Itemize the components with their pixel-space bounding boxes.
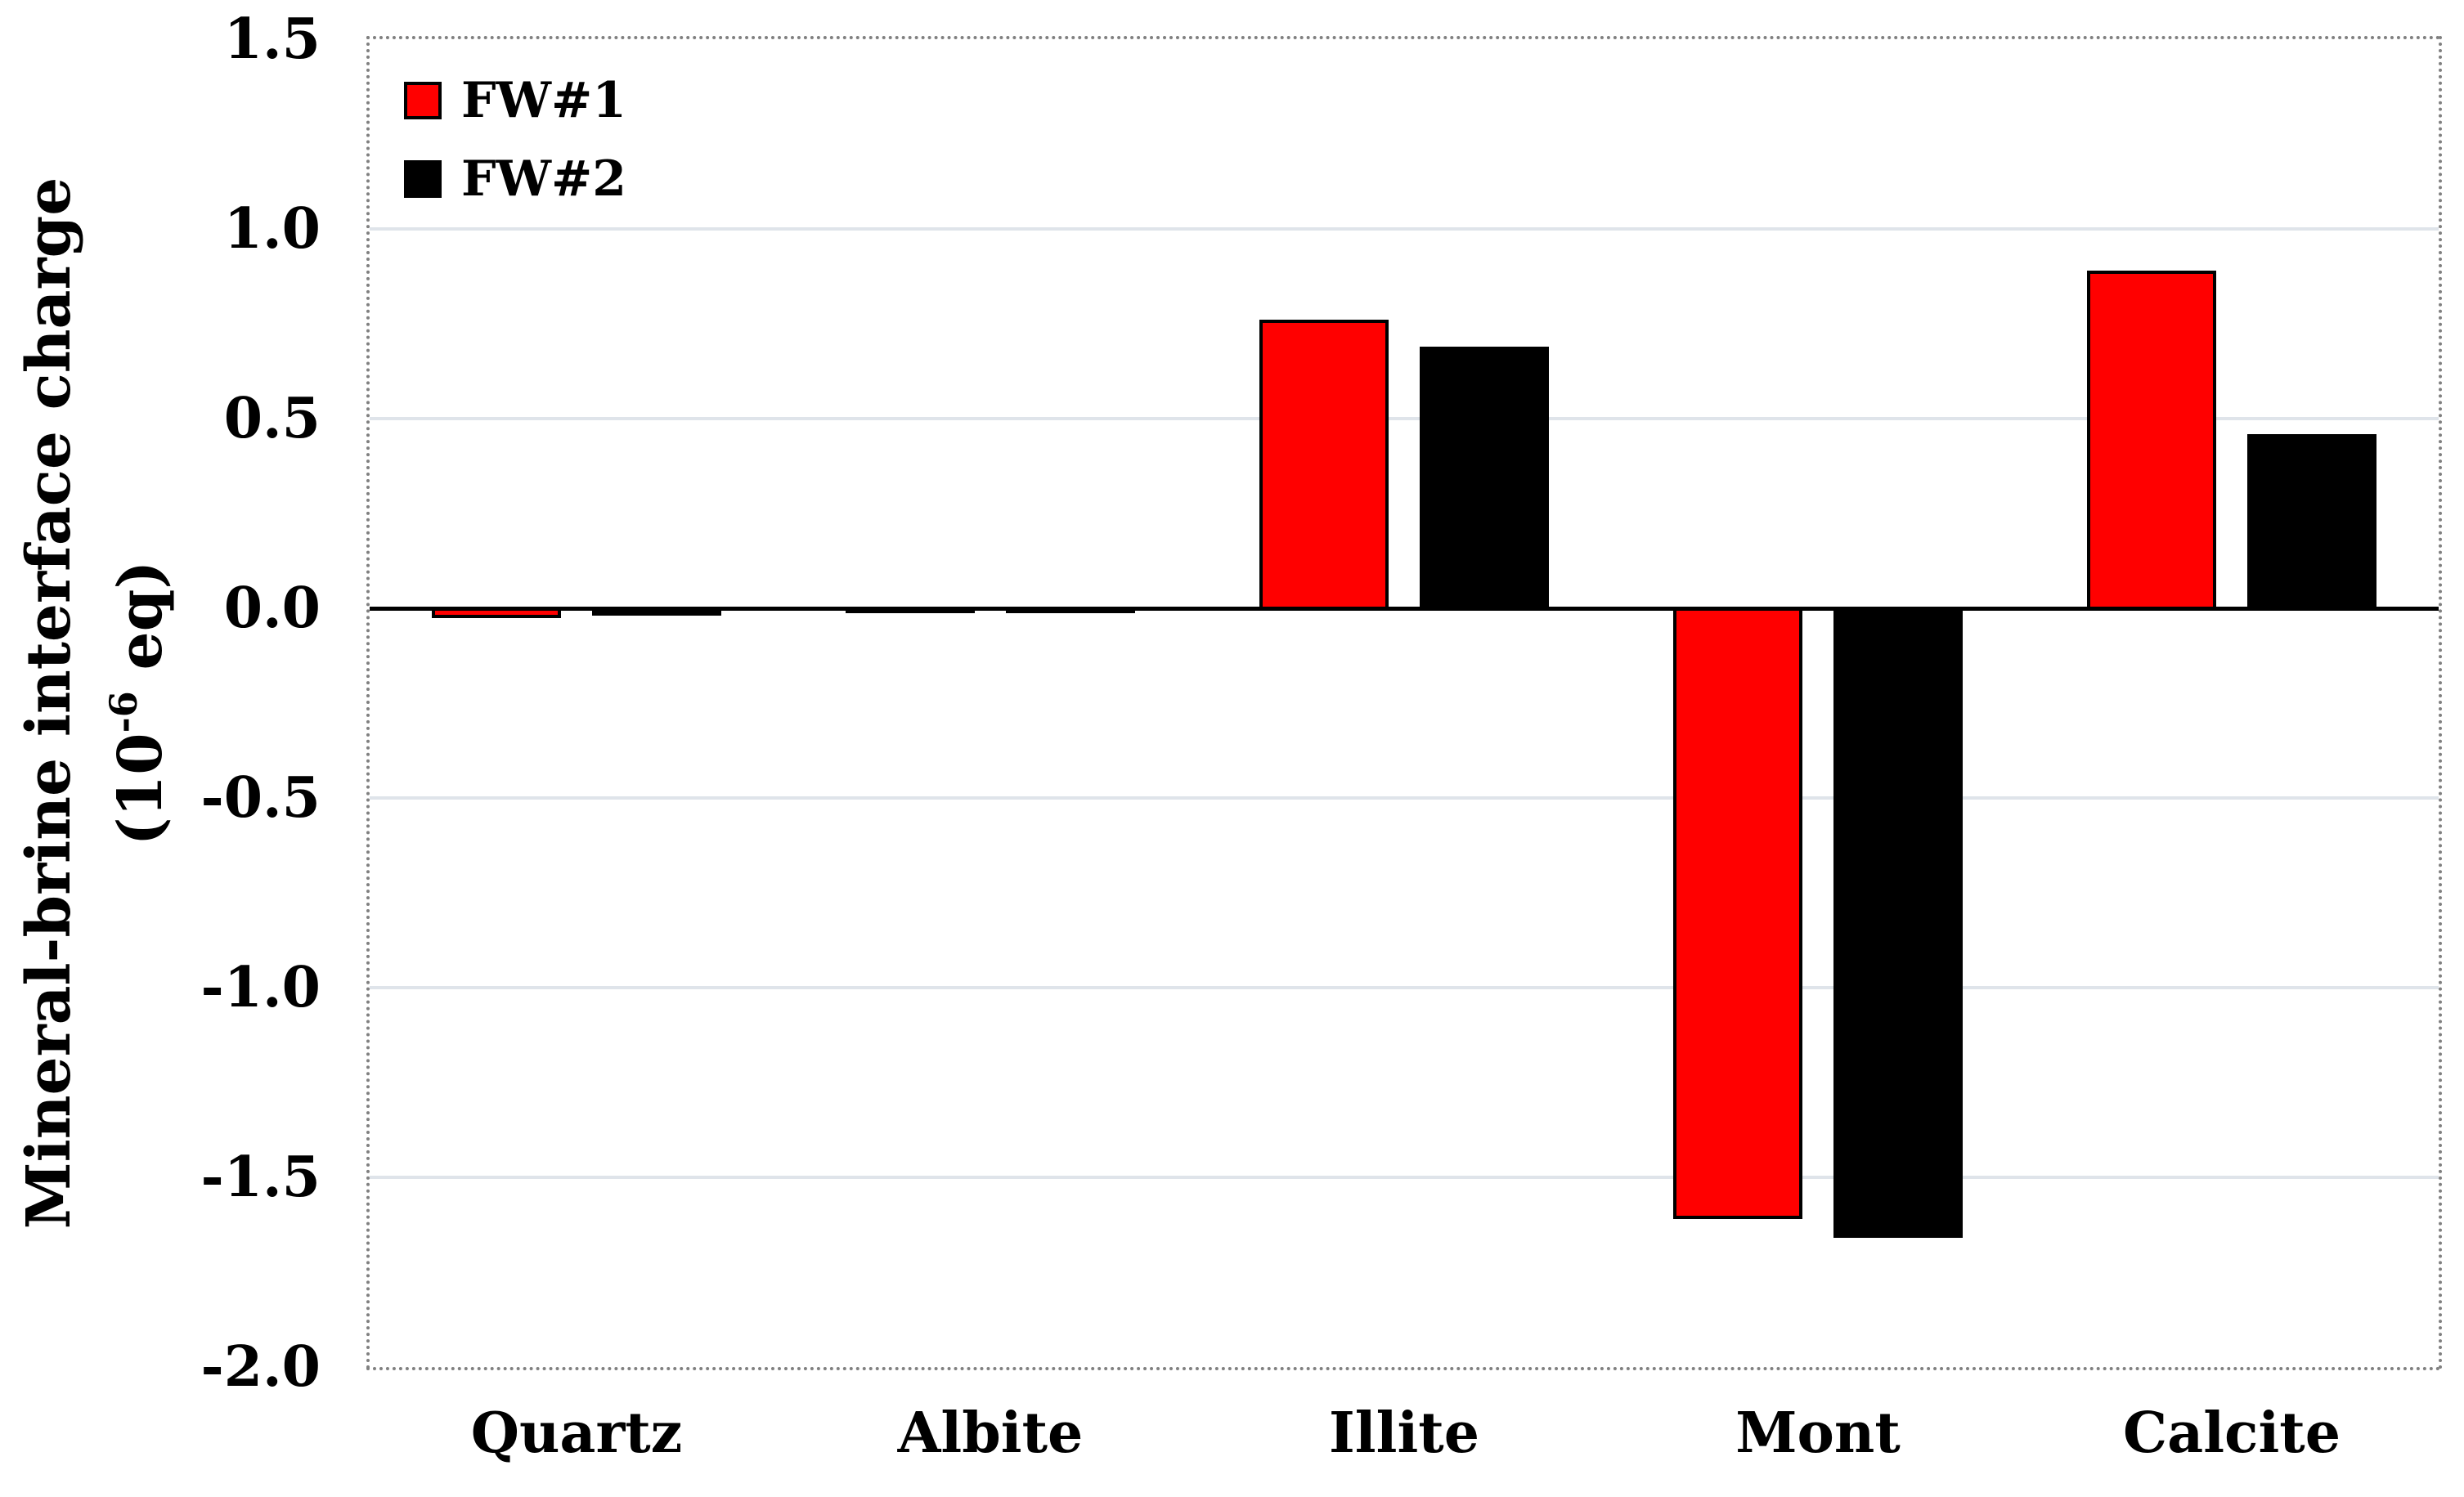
legend-swatch-fw1: [404, 82, 442, 119]
y-tick-label: -0.5: [200, 765, 321, 831]
legend-item-fw1: FW#1: [404, 75, 626, 126]
x-category-label: Illite: [1329, 1401, 1479, 1466]
legend-label: FW#2: [461, 150, 627, 208]
gridline: [370, 986, 2439, 989]
legend: FW#1 FW#2: [404, 75, 626, 204]
zero-axis-line: [370, 607, 2439, 611]
y-tick-label: -2.0: [200, 1334, 321, 1400]
y-tick-label: -1.5: [200, 1145, 321, 1210]
gridline: [370, 417, 2439, 420]
plot-area: FW#1 FW#2: [366, 36, 2442, 1370]
gridline: [370, 1176, 2439, 1179]
x-category-label: Albite: [897, 1401, 1084, 1466]
bar-fw1-illite: [1259, 320, 1389, 610]
y-tick-label: -1.0: [200, 955, 321, 1020]
y-axis-title-units: (10-6 eq): [95, 177, 186, 1230]
y-tick-label: 0.5: [223, 386, 321, 451]
legend-item-fw2: FW#2: [404, 154, 626, 204]
bar-fw2-illite: [1420, 346, 1549, 610]
y-axis-title-line1: Mineral-brine interface charge: [14, 177, 84, 1230]
bar-fw2-mont: [1833, 607, 1963, 1239]
x-category-label: Mont: [1735, 1401, 1901, 1466]
bar-fw2-calcite: [2247, 433, 2376, 610]
x-category-label: Calcite: [2123, 1401, 2341, 1466]
y-tick-label: 0.0: [223, 576, 321, 641]
legend-label: FW#1: [461, 72, 627, 129]
gridline: [370, 227, 2439, 231]
legend-swatch-fw2: [404, 160, 442, 198]
x-category-label: Quartz: [470, 1401, 683, 1466]
y-axis-unit-prefix: (10: [105, 733, 176, 846]
gridline: [370, 796, 2439, 800]
y-tick-label: 1.5: [223, 7, 321, 72]
y-axis-unit-exponent: -6: [101, 691, 146, 733]
y-tick-label: 1.0: [223, 196, 321, 262]
bar-fw1-calcite: [2087, 271, 2216, 610]
y-axis-title: Mineral-brine interface charge (10-6 eq): [3, 177, 186, 1230]
bar-fw1-mont: [1673, 607, 1802, 1220]
y-axis-unit-suffix: eq): [105, 560, 176, 692]
